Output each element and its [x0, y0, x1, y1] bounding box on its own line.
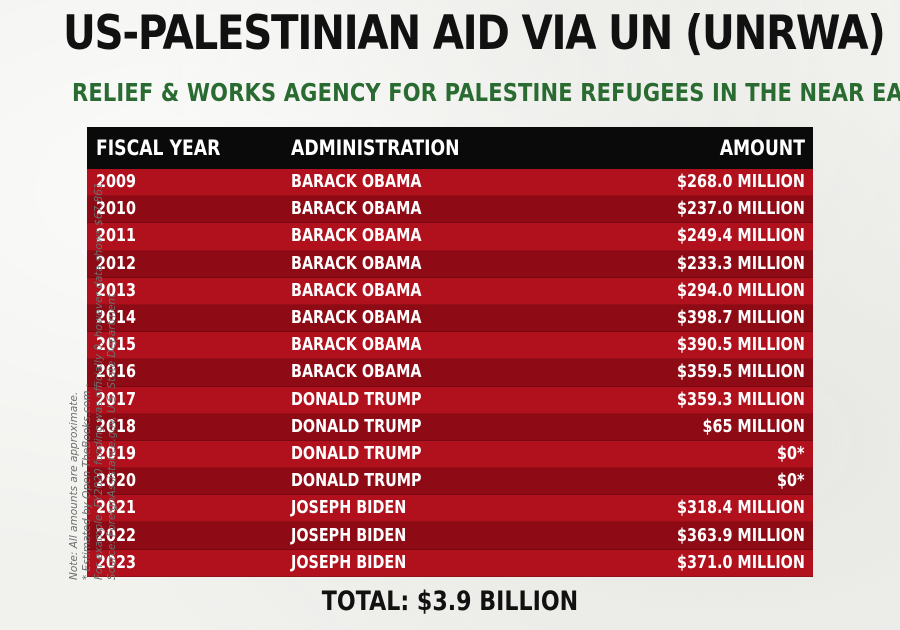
footnotes: Note: All amounts are approximate. * Est… [68, 179, 118, 580]
cell-administration: BARACK OBAMA [291, 253, 422, 274]
cell-amount: $233.3 MILLION [677, 253, 805, 274]
cell-administration: DONALD TRUMP [291, 471, 422, 492]
aid-table: FISCAL YEAR ADMINISTRATION AMOUNT 2009 B… [87, 127, 813, 577]
footnote-line: For example: FY2020 funding was official… [93, 179, 105, 580]
footnote-line: Source: ForeignAssistance.gov, U.S. Stat… [105, 293, 118, 580]
column-header-administration: ADMINISTRATION [291, 136, 460, 160]
page-title: US-PALESTINIAN AID VIA UN (UNRWA) [63, 6, 886, 61]
cell-year: 2021 [96, 498, 136, 519]
table-row: 2018 DONALD TRUMP $65 MILLION [87, 413, 813, 441]
cell-amount: $0* [777, 443, 805, 464]
cell-amount: $249.4 MILLION [677, 226, 805, 247]
total-amount: TOTAL: $3.9 BILLION [321, 586, 579, 617]
cell-administration: BARACK OBAMA [291, 362, 422, 383]
cell-year: 2014 [96, 308, 136, 329]
cell-amount: $359.3 MILLION [677, 389, 805, 410]
cell-year: 2012 [96, 253, 136, 274]
cell-administration: BARACK OBAMA [291, 308, 422, 329]
table-row: 2012 BARACK OBAMA $233.3 MILLION [87, 250, 813, 278]
table-row: 2014 BARACK OBAMA $398.7 MILLION [87, 304, 813, 333]
cell-amount: $390.5 MILLION [677, 335, 805, 356]
cell-year: 2020 [96, 471, 136, 492]
cell-administration: BARACK OBAMA [291, 172, 422, 193]
cell-year: 2017 [96, 389, 136, 410]
cell-year: 2018 [96, 416, 136, 437]
cell-administration: BARACK OBAMA [291, 199, 422, 220]
cell-year: 2019 [96, 443, 136, 464]
cell-administration: BARACK OBAMA [291, 335, 422, 356]
cell-administration: DONALD TRUMP [291, 416, 422, 437]
cell-administration: JOSEPH BIDEN [291, 525, 407, 546]
cell-amount: $398.7 MILLION [677, 308, 805, 329]
cell-administration: DONALD TRUMP [291, 389, 422, 410]
table-row: 2023 JOSEPH BIDEN $371.0 MILLION [87, 549, 813, 577]
cell-amount: $294.0 MILLION [677, 280, 805, 301]
column-header-amount: AMOUNT [719, 136, 805, 160]
table-row: 2010 BARACK OBAMA $237.0 MILLION [87, 196, 813, 224]
table-header: FISCAL YEAR ADMINISTRATION AMOUNT [87, 127, 813, 169]
cell-administration: DONALD TRUMP [291, 443, 422, 464]
table-row: 2009 BARACK OBAMA $268.0 MILLION [87, 169, 813, 197]
cell-year: 2009 [96, 172, 136, 193]
footnote-line: Note: All amounts are approximate. [68, 391, 80, 580]
cell-year: 2016 [96, 362, 136, 383]
table-row: 2011 BARACK OBAMA $249.4 MILLION [87, 223, 813, 251]
page-subtitle: RELIEF & WORKS AGENCY FOR PALESTINE REFU… [72, 78, 900, 107]
cell-year: 2015 [96, 335, 136, 356]
table-row: 2020 DONALD TRUMP $0* [87, 468, 813, 496]
cell-amount: $371.0 MILLION [677, 552, 805, 573]
cell-amount: $65 MILLION [702, 416, 805, 437]
table-row: 2017 DONALD TRUMP $359.3 MILLION [87, 386, 813, 414]
cell-year: 2013 [96, 280, 136, 301]
table-row: 2013 BARACK OBAMA $294.0 MILLION [87, 277, 813, 305]
cell-year: 2011 [96, 226, 136, 247]
cell-administration: JOSEPH BIDEN [291, 498, 407, 519]
cell-amount: $237.0 MILLION [677, 199, 805, 220]
table-row: 2022 JOSEPH BIDEN $363.9 MILLION [87, 522, 813, 550]
column-header-fiscal-year: FISCAL YEAR [96, 136, 221, 160]
cell-administration: BARACK OBAMA [291, 226, 422, 247]
cell-amount: $359.5 MILLION [677, 362, 805, 383]
cell-year: 2023 [96, 552, 136, 573]
cell-administration: JOSEPH BIDEN [291, 552, 407, 573]
cell-amount: $363.9 MILLION [677, 525, 805, 546]
table-row: 2021 JOSEPH BIDEN $318.4 MILLION [87, 495, 813, 523]
cell-amount: $0* [777, 471, 805, 492]
cell-year: 2022 [96, 525, 136, 546]
cell-administration: BARACK OBAMA [291, 280, 422, 301]
cell-year: 2010 [96, 199, 136, 220]
table-row: 2015 BARACK OBAMA $390.5 MILLION [87, 332, 813, 360]
table-row: 2019 DONALD TRUMP $0* [87, 440, 813, 469]
cell-amount: $318.4 MILLION [677, 498, 805, 519]
table-row: 2016 BARACK OBAMA $359.5 MILLION [87, 359, 813, 387]
footnote-line: * Estimated by Open TheBooks.com - [80, 383, 93, 580]
cell-amount: $268.0 MILLION [677, 172, 805, 193]
